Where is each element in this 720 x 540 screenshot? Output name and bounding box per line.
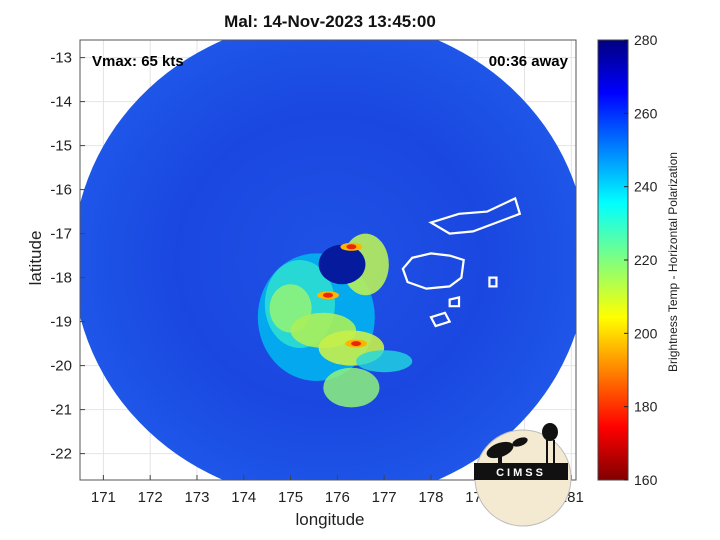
logo-dish-icon — [486, 441, 514, 459]
y-tick-label: -16 — [50, 182, 72, 199]
swath-layer — [80, 40, 576, 480]
colorbar-gradient — [597, 39, 629, 481]
plot-frame — [79, 39, 577, 481]
y-tick-label: -21 — [50, 402, 72, 419]
logo-banner — [474, 463, 568, 480]
x-tick-label: 178 — [418, 489, 443, 506]
coastline — [488, 276, 498, 288]
y-tick-label: -17 — [50, 226, 72, 243]
chart-title: Mal: 14-Nov-2023 13:45:00 — [224, 12, 436, 31]
coastline — [448, 296, 461, 308]
y-tick-label: -14 — [50, 94, 72, 111]
coastline — [428, 196, 522, 235]
logo-tower-tank-icon — [542, 423, 558, 441]
cold-region-streak — [356, 350, 413, 373]
x-tick-label: 171 — [91, 489, 116, 506]
eye — [318, 244, 366, 285]
y-tick-label: -13 — [50, 50, 72, 67]
y-tick-label: -19 — [50, 314, 72, 331]
logo-dish-stand — [498, 452, 502, 466]
coastline — [401, 252, 465, 290]
x-axis-label: longitude — [295, 510, 365, 529]
y-tick-label: -20 — [50, 358, 72, 375]
colorbar-tick-label: 240 — [634, 179, 658, 195]
cimss-logo: CIMSS — [474, 423, 572, 527]
coastline — [429, 311, 452, 328]
x-tick-label: 175 — [278, 489, 303, 506]
vmax-annotation: Vmax: 65 kts — [92, 53, 184, 70]
logo-text: CIMSS — [496, 467, 546, 479]
cold-region-tail — [323, 367, 380, 408]
y-tick-label: -15 — [50, 138, 72, 155]
y-tick-label: -22 — [50, 446, 72, 463]
logo-dish-small-icon — [512, 437, 528, 447]
cold-spot — [351, 341, 362, 347]
cold-spot — [346, 244, 357, 250]
x-tick-label: 176 — [325, 489, 350, 506]
logo-tower-leg — [553, 440, 555, 464]
colorbar: 160 180 200 220 240 260 280 — [597, 32, 658, 488]
colorbar-tick-label: 200 — [634, 325, 658, 341]
colorbar-tick-label: 180 — [634, 399, 658, 415]
x-tick-label: 172 — [138, 489, 163, 506]
colorbar-tick-label: 160 — [634, 472, 658, 488]
colorbar-tick-label: 260 — [634, 105, 658, 121]
y-tick-label: -18 — [50, 270, 72, 287]
x-tick-label: 174 — [231, 489, 256, 506]
x-tick-label: 177 — [372, 489, 397, 506]
logo-tower-leg — [546, 440, 548, 464]
y-axis: -13 -14 -15 -16 -17 -18 -19 -20 -21 -22 — [50, 50, 85, 463]
colorbar-tick-label: 280 — [634, 32, 658, 48]
time-away-annotation: 00:36 away — [488, 53, 568, 70]
cold-spot — [323, 292, 333, 298]
x-tick-label: 173 — [184, 489, 209, 506]
colorbar-tick-label: 220 — [634, 252, 658, 268]
